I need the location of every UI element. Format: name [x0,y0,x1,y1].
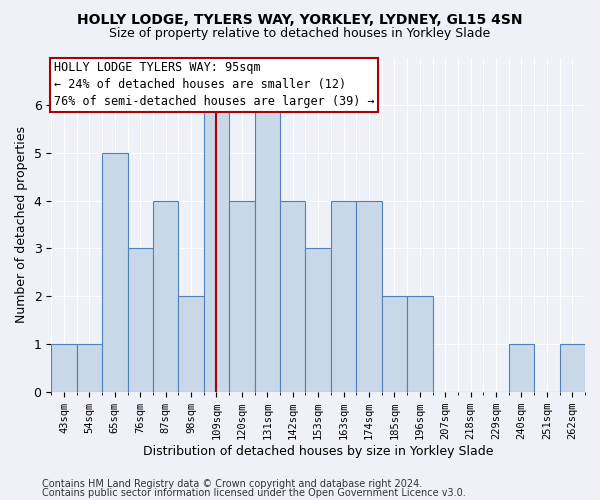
Bar [560,344,585,392]
Y-axis label: Number of detached properties: Number of detached properties [15,126,28,323]
Bar [102,153,128,392]
Bar [178,296,204,392]
Bar [77,344,102,392]
Bar [280,200,305,392]
Bar [407,296,433,392]
Bar [51,344,77,392]
Bar [153,200,178,392]
Text: Contains public sector information licensed under the Open Government Licence v3: Contains public sector information licen… [42,488,466,498]
Text: HOLLY LODGE, TYLERS WAY, YORKLEY, LYDNEY, GL15 4SN: HOLLY LODGE, TYLERS WAY, YORKLEY, LYDNEY… [77,12,523,26]
Bar [128,248,153,392]
Bar [331,200,356,392]
X-axis label: Distribution of detached houses by size in Yorkley Slade: Distribution of detached houses by size … [143,444,493,458]
Bar [305,248,331,392]
Bar [356,200,382,392]
Bar [509,344,534,392]
Text: Contains HM Land Registry data © Crown copyright and database right 2024.: Contains HM Land Registry data © Crown c… [42,479,422,489]
Text: Size of property relative to detached houses in Yorkley Slade: Size of property relative to detached ho… [109,28,491,40]
Bar [204,105,229,392]
Bar [382,296,407,392]
Bar [229,200,254,392]
Text: HOLLY LODGE TYLERS WAY: 95sqm
← 24% of detached houses are smaller (12)
76% of s: HOLLY LODGE TYLERS WAY: 95sqm ← 24% of d… [54,62,374,108]
Bar [254,105,280,392]
